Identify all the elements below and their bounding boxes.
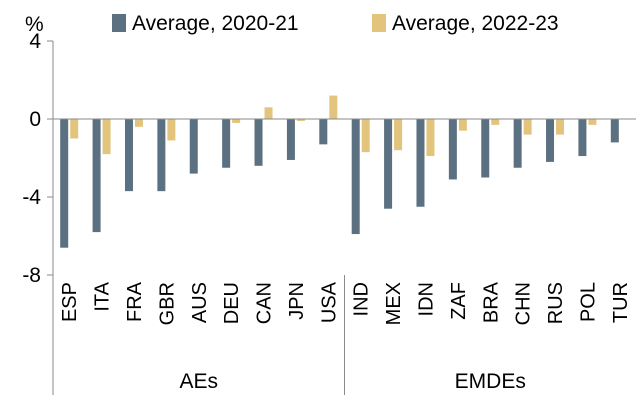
- bar-ind-series-2: [361, 119, 370, 153]
- bar-esp-series-2: [70, 119, 79, 139]
- bar-gbr-series-2: [167, 119, 176, 141]
- bar-mex-series-1: [384, 119, 393, 209]
- bar-aus-series-1: [189, 119, 198, 174]
- x-tick-label-usa: USA: [318, 281, 340, 323]
- bar-tur-series-1: [610, 119, 619, 143]
- bar-bra-series-1: [481, 119, 490, 178]
- bar-ind-series-1: [351, 119, 360, 235]
- bar-zaf-series-1: [448, 119, 457, 180]
- bar-ita-series-1: [92, 119, 101, 233]
- bar-rus-series-1: [546, 119, 555, 162]
- x-tick-label-idn: IDN: [415, 282, 437, 316]
- x-tick-label-tur: TUR: [610, 282, 632, 323]
- legend-swatch-1: [112, 14, 126, 32]
- bar-pol-series-2: [588, 119, 597, 125]
- bar-jpn-series-2: [296, 119, 305, 121]
- group-label-aes: AEs: [179, 370, 218, 393]
- legend-swatch-2: [372, 14, 386, 32]
- y-unit-label: %: [25, 13, 44, 36]
- bar-fra-series-2: [134, 119, 143, 127]
- bar-usa-series-2: [329, 95, 338, 119]
- y-tick-label: -8: [22, 264, 41, 287]
- x-tick-label-gbr: GBR: [156, 282, 178, 325]
- bar-deu-series-2: [232, 119, 241, 123]
- x-tick-label-deu: DEU: [221, 282, 243, 324]
- bar-chn-series-2: [523, 119, 532, 135]
- x-tick-label-can: CAN: [254, 282, 276, 324]
- bar-gbr-series-1: [157, 119, 166, 192]
- y-tick-label: -4: [22, 186, 41, 209]
- x-tick-label-bra: BRA: [480, 281, 502, 323]
- bar-idn-series-2: [426, 119, 435, 157]
- bar-mex-series-2: [394, 119, 403, 151]
- y-tick-label: 4: [29, 30, 41, 53]
- bar-ita-series-2: [102, 119, 111, 155]
- x-tick-label-ita: ITA: [92, 281, 114, 311]
- bar-can-series-1: [254, 119, 263, 166]
- x-tick-label-aus: AUS: [189, 282, 211, 323]
- bar-chn-series-1: [513, 119, 522, 168]
- y-axis: %4 0 -4 -8: [22, 13, 54, 287]
- legend: Average, 2020-21 Average, 2022-23: [112, 12, 559, 35]
- bar-zaf-series-2: [458, 119, 467, 131]
- x-axis: ESP ITA FRA GBR AUS DEU CAN JPN USA IND MEX IDN ZAF B…: [53, 118, 636, 325]
- bar-deu-series-1: [222, 119, 231, 168]
- x-tick-label-ind: IND: [351, 282, 373, 316]
- bar-jpn-series-1: [286, 119, 295, 160]
- x-tick-label-jpn: JPN: [286, 282, 308, 320]
- bar-rus-series-2: [556, 119, 565, 135]
- legend-label-1: Average, 2020-21: [132, 12, 299, 35]
- bar-can-series-2: [264, 107, 273, 119]
- x-tick-label-mex: MEX: [383, 282, 405, 325]
- bar-esp-series-1: [60, 119, 69, 248]
- bar-idn-series-1: [416, 119, 425, 207]
- bar-fra-series-1: [124, 119, 133, 192]
- group-label-emdes: EMDEs: [455, 370, 526, 393]
- bar-pol-series-1: [578, 119, 587, 157]
- x-tick-label-chn: CHN: [513, 282, 535, 325]
- x-tick-label-pol: POL: [577, 282, 599, 322]
- bar-usa-series-1: [319, 119, 328, 145]
- x-tick-label-esp: ESP: [59, 282, 81, 322]
- y-tick-label: 0: [29, 108, 41, 131]
- x-tick-label-zaf: ZAF: [448, 282, 470, 320]
- group-labels: AEs EMDEs: [52, 275, 526, 395]
- bar-bra-series-2: [491, 119, 500, 125]
- legend-label-2: Average, 2022-23: [392, 12, 559, 35]
- bars: [60, 95, 619, 248]
- x-tick-label-rus: RUS: [545, 282, 567, 324]
- x-tick-label-fra: FRA: [124, 281, 146, 322]
